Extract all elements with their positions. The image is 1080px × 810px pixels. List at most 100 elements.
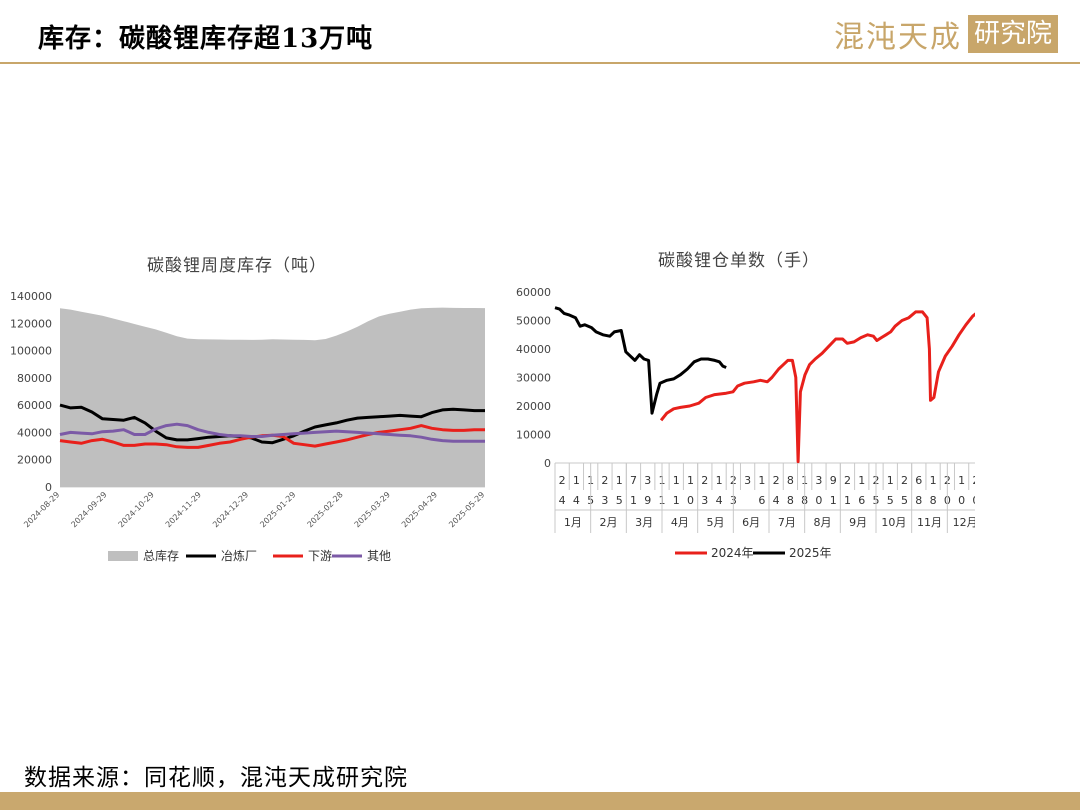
x-tick-label: 1 [844, 494, 851, 507]
y-tick-label: 20000 [17, 454, 52, 467]
x-tick-label: 1 [673, 494, 680, 507]
series-smelter-line [59, 403, 485, 445]
x-tick-label: 0 [687, 494, 694, 507]
x-tick-label: 2 [559, 474, 566, 487]
month-label: 10月 [881, 516, 906, 529]
warehouse-receipt-chart: 0100002000030000400005000060000241415231… [516, 286, 975, 560]
x-tick-label: 1 [887, 474, 894, 487]
x-tick-label: 2025-05-29 [447, 490, 486, 529]
series-total-inventory-area [60, 307, 485, 487]
y-tick-label: 10000 [516, 429, 551, 442]
x-tick-label: 9 [644, 494, 651, 507]
x-tick-label: 6 [858, 494, 865, 507]
month-label: 6月 [742, 516, 760, 529]
legend-label: 下游 [308, 549, 332, 563]
legend-label: 其他 [367, 549, 391, 563]
y-tick-label: 0 [45, 481, 52, 494]
x-tick-label: 5 [887, 494, 894, 507]
month-label: 8月 [814, 516, 832, 529]
month-label: 11月 [917, 516, 942, 529]
legend-label: 总库存 [143, 548, 179, 563]
month-label: 12月 [953, 516, 975, 529]
month-label: 5月 [707, 516, 725, 529]
legend-label: 冶炼厂 [221, 548, 257, 563]
x-tick-label: 5 [616, 494, 623, 507]
y-tick-label: 50000 [516, 315, 551, 328]
legend-swatch-total [108, 551, 138, 561]
x-tick-label: 3 [744, 474, 751, 487]
x-tick-label: 2 [901, 474, 908, 487]
y-tick-label: 30000 [516, 372, 551, 385]
x-tick-label: 4 [573, 494, 580, 507]
y-tick-label: 40000 [516, 343, 551, 356]
month-label: 2月 [600, 516, 618, 529]
x-tick-label: 5 [901, 494, 908, 507]
x-tick-label: 2025-02-28 [306, 490, 345, 529]
x-tick-label: 4 [716, 494, 723, 507]
x-tick-label: 4 [773, 494, 780, 507]
x-tick-label: 2024-08-29 [22, 490, 61, 529]
y-tick-label: 120000 [10, 317, 52, 330]
x-tick-label: 6 [758, 494, 765, 507]
series-2025-line [554, 306, 727, 415]
logo-text: 混沌天成 [833, 20, 962, 55]
header-divider [0, 62, 1080, 64]
x-tick-label: 1 [930, 474, 937, 487]
x-tick-label: 2025-04-29 [400, 490, 439, 529]
x-tick-label: 1 [958, 474, 965, 487]
y-tick-label: 80000 [17, 372, 52, 385]
x-tick-label: 2 [701, 474, 708, 487]
x-tick-label: 2024-11-29 [164, 490, 203, 529]
x-tick-label: 2025-03-29 [353, 490, 392, 529]
y-tick-label: 0 [544, 457, 551, 470]
x-tick-label: 4 [559, 494, 566, 507]
y-tick-label: 100000 [10, 345, 52, 358]
x-tick-label: 2 [844, 474, 851, 487]
x-tick-label: 9 [830, 474, 837, 487]
chart1-title: 碳酸锂周度库存（吨） [147, 256, 327, 276]
y-tick-label: 20000 [516, 400, 551, 413]
x-tick-label: 7 [630, 474, 637, 487]
x-tick-label: 3 [815, 474, 822, 487]
x-tick-label: 2 [773, 474, 780, 487]
x-tick-label: 1 [716, 474, 723, 487]
x-tick-label: 3 [701, 494, 708, 507]
page-title: 库存：碳酸锂库存超13万吨 [38, 24, 374, 54]
month-label: 7月 [778, 516, 796, 529]
legend-label: 2024年 [711, 546, 754, 560]
logo-box-text: 研究院 [967, 15, 1058, 53]
x-tick-label: 6 [915, 474, 922, 487]
series-2024-line [659, 310, 975, 464]
legend-label: 2025年 [789, 546, 832, 560]
x-tick-label: 8 [930, 494, 937, 507]
x-tick-label: 1 [858, 474, 865, 487]
y-tick-label: 60000 [17, 399, 52, 412]
month-label: 1月 [564, 516, 582, 529]
x-tick-label: 8 [787, 494, 794, 507]
data-source: 数据来源：同花顺，混沌天成研究院 [24, 765, 408, 791]
month-label: 3月 [635, 516, 653, 529]
x-tick-label: 1 [830, 494, 837, 507]
brand-logo: 混沌天成 研究院 [833, 14, 1058, 55]
month-label: 9月 [849, 516, 867, 529]
x-tick-label: 2024-12-29 [211, 490, 250, 529]
x-tick-label: 2024-09-29 [69, 490, 108, 529]
x-tick-label: 2025-01-29 [258, 490, 297, 529]
x-tick-label: 2 [972, 474, 975, 487]
x-tick-label: 0 [815, 494, 822, 507]
x-tick-label: 8 [915, 494, 922, 507]
x-tick-label: 1 [673, 474, 680, 487]
month-label: 4月 [671, 516, 689, 529]
x-tick-label: 3 [601, 494, 608, 507]
x-tick-label: 3 [644, 474, 651, 487]
x-tick-label: 2 [601, 474, 608, 487]
series-other-line [59, 422, 485, 443]
x-tick-label: 0 [972, 494, 975, 507]
x-tick-label: 1 [616, 474, 623, 487]
y-tick-label: 40000 [17, 426, 52, 439]
x-tick-label: 8 [787, 474, 794, 487]
x-tick-label: 0 [958, 494, 965, 507]
x-tick-label: 1 [573, 474, 580, 487]
x-tick-label: 1 [687, 474, 694, 487]
inventory-area-chart: 0 20000 40000 60000 80000 100000 120000 140000 2… [10, 290, 486, 563]
